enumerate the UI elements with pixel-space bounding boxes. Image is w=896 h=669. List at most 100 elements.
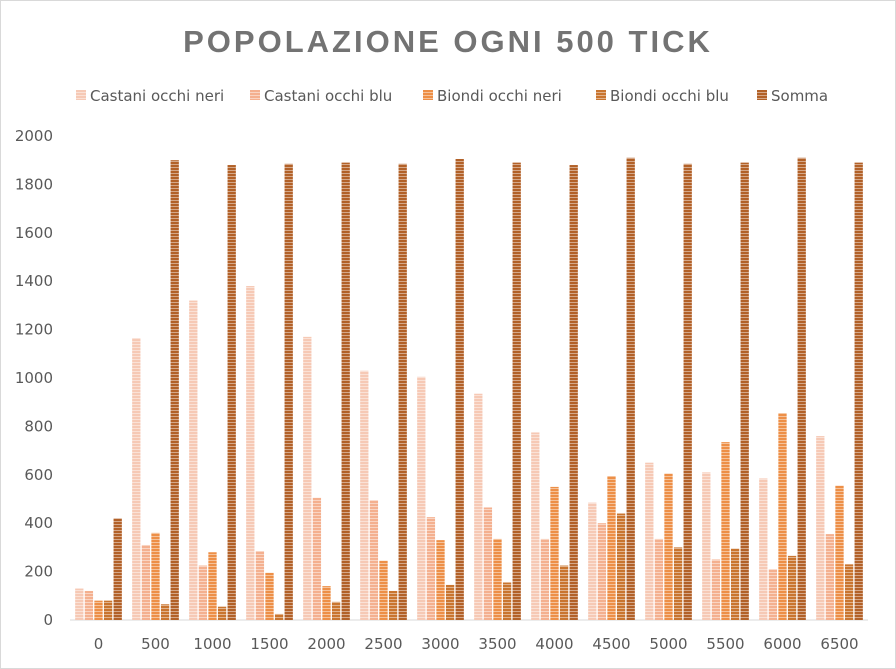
bar xyxy=(398,163,407,620)
y-tick-label: 200 xyxy=(24,563,53,581)
x-axis: 0 500 1000 1500 2000 2500 3000 3500 4000 4500 5000… xyxy=(70,619,868,653)
bar xyxy=(113,518,122,620)
bar xyxy=(141,544,151,620)
bar xyxy=(274,613,284,620)
bar xyxy=(246,286,255,620)
x-tick-label: 4000 xyxy=(535,635,573,653)
bar xyxy=(322,586,331,620)
bar xyxy=(711,559,721,620)
bar xyxy=(683,163,692,620)
y-tick-label: 800 xyxy=(24,417,53,435)
x-tick-label: 1500 xyxy=(250,635,288,653)
bar xyxy=(512,162,521,620)
bar xyxy=(730,548,740,620)
legend-label: Biondi occhi blu xyxy=(610,87,729,105)
x-tick-label: 500 xyxy=(141,635,170,653)
x-tick-label: 4500 xyxy=(592,635,630,653)
bar xyxy=(369,500,379,620)
bar xyxy=(502,582,512,620)
y-tick-label: 2000 xyxy=(15,127,53,145)
bar xyxy=(588,502,597,620)
bar xyxy=(816,436,825,620)
legend-swatch xyxy=(757,90,767,100)
legend-label: Castani occhi neri xyxy=(90,87,224,105)
bar xyxy=(844,564,854,620)
bar xyxy=(84,590,94,620)
y-axis: 0 200 400 600 800 1000 1200 1400 1600 1800 2000 xyxy=(15,127,53,629)
x-tick-label: 3000 xyxy=(421,635,459,653)
x-tick-label: 6000 xyxy=(763,635,801,653)
legend-item: Biondi occhi blu xyxy=(596,87,729,105)
legend-swatch xyxy=(423,90,433,100)
bars xyxy=(75,157,863,621)
bar xyxy=(768,569,778,620)
bar xyxy=(284,163,293,620)
x-tick-label: 5500 xyxy=(706,635,744,653)
legend-item: Biondi occhi neri xyxy=(423,87,562,105)
bar xyxy=(569,165,578,621)
y-tick-label: 1200 xyxy=(15,321,53,339)
legend-swatch xyxy=(596,90,606,100)
bar xyxy=(531,432,540,620)
x-tick-label: 2000 xyxy=(307,635,345,653)
legend-label: Biondi occhi neri xyxy=(437,87,562,105)
legend-item: Somma xyxy=(757,87,828,105)
bar xyxy=(559,565,569,620)
bar xyxy=(151,532,160,620)
bar xyxy=(341,162,350,620)
bar xyxy=(360,370,369,620)
bar xyxy=(160,604,170,620)
bar xyxy=(445,584,455,620)
bar xyxy=(388,590,398,620)
y-tick-label: 1000 xyxy=(15,369,53,387)
bar xyxy=(132,338,141,620)
bar xyxy=(198,565,208,620)
bar xyxy=(103,600,113,620)
bar xyxy=(854,162,863,620)
bar xyxy=(493,538,502,620)
x-tick-label: 3500 xyxy=(478,635,516,653)
bar xyxy=(597,523,607,620)
y-tick-label: 600 xyxy=(24,466,53,484)
legend-item: Castani occhi neri xyxy=(76,87,224,105)
bar xyxy=(265,572,274,620)
chart-title: POPOLAZIONE OGNI 500 TICK xyxy=(183,24,713,59)
bar xyxy=(303,336,312,620)
bar xyxy=(825,534,835,620)
bar xyxy=(616,513,626,620)
x-tick-label: 0 xyxy=(94,635,104,653)
x-tick-label: 2500 xyxy=(364,635,402,653)
bar xyxy=(550,486,559,620)
legend-label: Castani occhi blu xyxy=(264,87,392,105)
bar xyxy=(540,538,550,620)
bar xyxy=(426,517,436,620)
y-tick-label: 400 xyxy=(24,514,53,532)
legend: Castani occhi neri Castani occhi blu Biond… xyxy=(76,87,828,105)
bar xyxy=(835,485,844,620)
bar xyxy=(654,538,664,620)
x-tick-label: 5000 xyxy=(649,635,687,653)
bar xyxy=(217,606,227,620)
bar xyxy=(740,162,749,620)
bar xyxy=(474,393,483,620)
bar xyxy=(331,601,341,620)
bar xyxy=(208,552,217,620)
bar xyxy=(626,157,635,620)
x-tick-label: 1000 xyxy=(193,635,231,653)
bar xyxy=(417,376,426,620)
legend-swatch xyxy=(250,90,260,100)
bar xyxy=(75,588,84,620)
legend-item: Castani occhi blu xyxy=(250,87,392,105)
bar xyxy=(483,507,493,620)
bar xyxy=(189,300,198,620)
bar xyxy=(455,158,464,621)
bar xyxy=(255,551,265,620)
bar xyxy=(702,472,711,620)
bar xyxy=(170,160,179,620)
bar xyxy=(664,473,673,620)
y-tick-label: 1600 xyxy=(15,224,53,242)
y-tick-label: 1400 xyxy=(15,272,53,290)
x-tick-label: 6500 xyxy=(820,635,858,653)
legend-label: Somma xyxy=(771,87,828,105)
